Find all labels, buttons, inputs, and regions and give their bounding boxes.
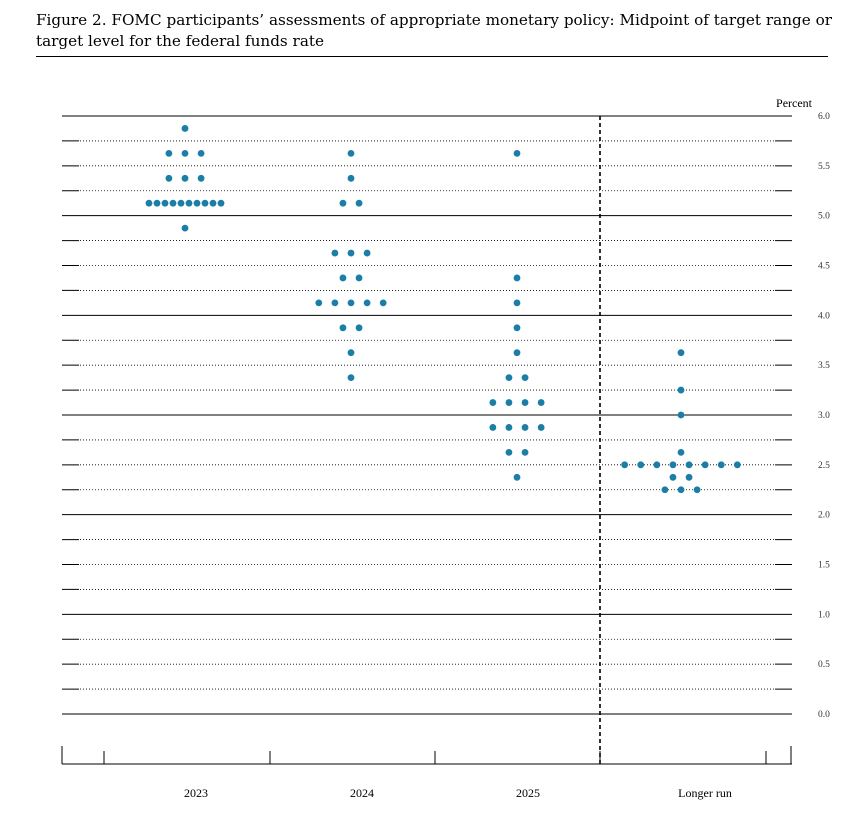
dot — [513, 473, 521, 481]
y-tick-label: 2.5 — [818, 461, 830, 471]
dot — [637, 461, 645, 469]
y-tick-label: 1.0 — [818, 610, 830, 620]
dot — [153, 199, 161, 207]
dot — [355, 199, 363, 207]
dot — [513, 299, 521, 307]
dot — [193, 199, 201, 207]
x-tick-label: 2025 — [516, 786, 540, 800]
x-tick-label: 2024 — [350, 786, 374, 800]
dots — [145, 125, 741, 494]
dot — [339, 324, 347, 332]
dot — [521, 448, 529, 456]
dot — [355, 274, 363, 282]
dot — [521, 374, 529, 382]
dot — [197, 149, 205, 157]
dot — [677, 386, 685, 394]
figure-title: Figure 2. FOMC participants’ assessments… — [36, 11, 832, 50]
dot — [505, 374, 513, 382]
y-tick-label: 0.5 — [818, 660, 830, 670]
dot — [621, 461, 629, 469]
dot — [331, 299, 339, 307]
dot — [347, 174, 355, 182]
dot — [685, 473, 693, 481]
y-tick-label: 2.0 — [818, 511, 830, 521]
y-tick-label: 5.0 — [818, 212, 830, 222]
dot — [677, 486, 685, 494]
dot — [347, 349, 355, 357]
dot — [197, 174, 205, 182]
dot — [733, 461, 741, 469]
dot — [347, 149, 355, 157]
dot — [145, 199, 153, 207]
dot — [165, 174, 173, 182]
x-tick-label: 2023 — [184, 786, 208, 800]
dot — [181, 125, 189, 132]
dot — [217, 199, 225, 207]
y-tick-label: 4.0 — [818, 311, 830, 321]
dot — [339, 274, 347, 282]
dot — [677, 349, 685, 357]
dot — [165, 149, 173, 157]
dot — [513, 149, 521, 157]
dot — [209, 199, 217, 207]
dot — [181, 149, 189, 157]
dot — [653, 461, 661, 469]
dot — [347, 374, 355, 382]
dot — [331, 249, 339, 257]
y-tick-label: 6.0 — [818, 112, 830, 122]
dot — [339, 199, 347, 207]
dot — [489, 424, 497, 431]
dot — [201, 199, 209, 207]
dot — [505, 424, 513, 431]
y-axis: Percent 0.0 0.5 1.0 1.5 2.0 2.5 3.0 3.5 4.0 4.5 5.… — [776, 96, 830, 720]
dot — [717, 461, 725, 469]
dot — [513, 324, 521, 332]
dot — [537, 399, 545, 406]
dot — [185, 199, 193, 207]
dot — [677, 448, 685, 456]
dot — [701, 461, 709, 469]
x-axis: 2023 2024 2025 Longer run — [61, 746, 792, 800]
y-tick-label: 3.5 — [818, 361, 830, 371]
dot — [505, 399, 513, 406]
dot — [693, 486, 701, 494]
dot — [521, 424, 529, 431]
dot — [677, 411, 685, 419]
dot — [315, 299, 323, 307]
dot — [537, 424, 545, 431]
dot — [379, 299, 387, 307]
y-tick-label: 3.0 — [818, 411, 830, 421]
dot — [169, 199, 177, 207]
dot — [669, 473, 677, 481]
y-tick-label: 1.5 — [818, 561, 830, 571]
dot — [161, 199, 169, 207]
dot — [685, 461, 693, 469]
dot — [513, 274, 521, 282]
title-rule — [36, 56, 828, 57]
dot — [347, 299, 355, 307]
dot — [177, 199, 185, 207]
dot — [505, 448, 513, 456]
dot — [521, 399, 529, 406]
dot — [669, 461, 677, 469]
dot — [181, 174, 189, 182]
y-tick-label: 4.5 — [818, 262, 830, 272]
gridlines — [62, 115, 792, 715]
dot — [513, 349, 521, 357]
dot — [355, 324, 363, 332]
x-tick-label: Longer run — [678, 786, 732, 800]
dot — [347, 249, 355, 257]
dot — [661, 486, 669, 494]
dot — [363, 249, 371, 257]
dot — [181, 224, 189, 232]
y-tick-label: 5.5 — [818, 162, 830, 172]
dot — [363, 299, 371, 307]
dot — [489, 399, 497, 406]
y-axis-label: Percent — [776, 96, 813, 110]
y-tick-label: 0.0 — [818, 710, 830, 720]
